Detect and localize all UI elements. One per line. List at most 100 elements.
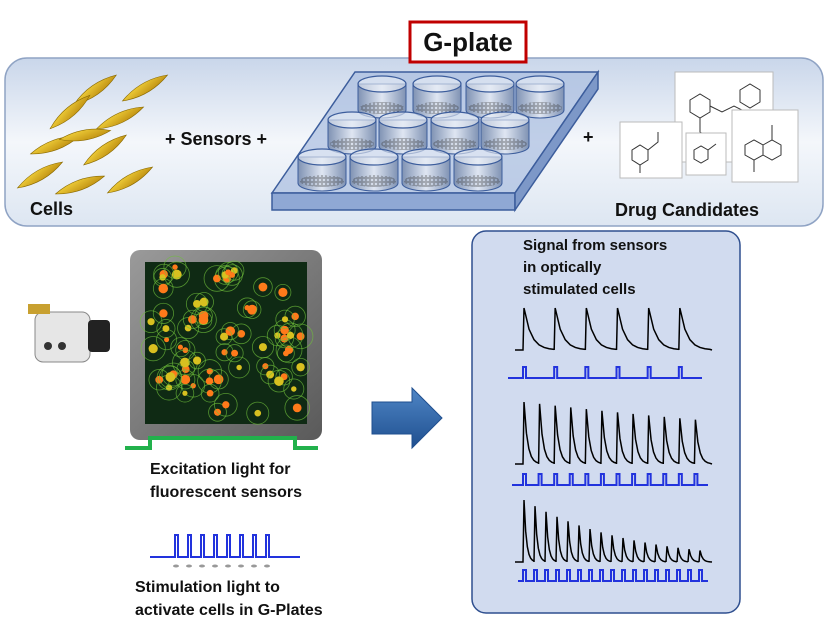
- cell-outline: [215, 328, 233, 346]
- pulse-shadow: [225, 564, 231, 568]
- cell-outline: [221, 264, 243, 286]
- well-mesh: [468, 102, 512, 114]
- cell-outline: [246, 401, 270, 425]
- signal-text: in optically: [523, 259, 602, 276]
- pulse-shadow: [251, 564, 257, 568]
- cell-outline: [156, 319, 176, 339]
- drug-label: Drug Candidates: [615, 200, 759, 220]
- stimulation-waveform: [150, 534, 300, 558]
- cell-outline: [275, 368, 293, 386]
- cell-outline: [203, 265, 231, 292]
- cell-nucleus: [180, 357, 190, 368]
- well-mesh: [381, 138, 425, 150]
- cell-nucleus: [244, 305, 250, 311]
- cells-illustration: [16, 74, 169, 195]
- structure: [631, 132, 659, 173]
- pulse-shadow: [173, 564, 179, 568]
- cell-outline: [200, 383, 220, 403]
- cell-nucleus: [182, 390, 188, 396]
- cell-nucleus: [159, 309, 168, 318]
- pulse-shadow: [212, 564, 218, 568]
- cell-nucleus: [281, 316, 289, 323]
- cell: [83, 134, 127, 166]
- wells: [297, 75, 565, 192]
- cell-outline: [139, 310, 163, 334]
- signal-panel: [471, 230, 741, 614]
- signal-trace: [515, 499, 713, 563]
- cell-outline: [188, 351, 206, 370]
- well-rim: [453, 148, 503, 166]
- signal-text: stimulated cells: [523, 281, 636, 298]
- cell-nucleus: [274, 376, 284, 386]
- cell-outline: [253, 277, 273, 297]
- cell-outline: [152, 278, 174, 299]
- cell-nucleus: [237, 329, 246, 338]
- cell-nucleus: [177, 344, 183, 350]
- cell: [106, 166, 154, 194]
- cell-nucleus: [206, 389, 214, 397]
- cell-nucleus: [258, 343, 267, 352]
- well-mesh: [415, 102, 459, 114]
- well-rim: [378, 111, 428, 129]
- cell-nucleus: [222, 401, 230, 409]
- drug-structures: [619, 71, 799, 183]
- camera-lens: [88, 320, 110, 352]
- cell-nucleus: [164, 337, 170, 343]
- cell-outline: [170, 337, 191, 358]
- cell-nucleus: [193, 356, 202, 365]
- cell-nucleus: [291, 386, 297, 392]
- cell-nucleus: [199, 297, 209, 307]
- cell-outline: [283, 378, 305, 400]
- cell-nucleus: [159, 274, 166, 281]
- camera: [28, 304, 110, 363]
- cell-nucleus: [278, 287, 288, 298]
- cell-outline: [275, 309, 295, 330]
- cell-outline: [208, 402, 227, 422]
- cell-nucleus: [190, 383, 196, 389]
- excitation-text: fluorescent sensors: [150, 484, 302, 501]
- title: G-plate: [423, 27, 513, 57]
- signal-trace: [515, 307, 713, 351]
- camera-port: [58, 342, 66, 350]
- structure: [693, 143, 717, 164]
- excitation-text: Excitation light for: [150, 461, 290, 478]
- well-rim: [327, 111, 377, 129]
- plus-label: +: [583, 127, 594, 147]
- stimulation-text: Stimulation light to: [135, 579, 280, 596]
- well-rim: [412, 75, 462, 93]
- cell-nucleus: [229, 272, 236, 278]
- cell-outline: [221, 322, 240, 341]
- cell-nucleus: [172, 264, 178, 270]
- cell-nucleus: [254, 409, 262, 417]
- cell-outline: [291, 357, 310, 377]
- camera-port: [44, 342, 52, 350]
- cells-label: Cells: [30, 199, 73, 219]
- cell: [95, 106, 145, 130]
- well-mesh: [483, 138, 527, 150]
- structure: [744, 125, 782, 172]
- structure-card: [731, 109, 799, 183]
- cell-outline: [242, 300, 262, 319]
- cell-nucleus: [283, 350, 289, 357]
- cell-outline: [236, 297, 258, 318]
- cell-nucleus: [158, 283, 169, 294]
- well-rim: [297, 148, 347, 166]
- cell: [121, 74, 169, 102]
- signal-trace: [515, 401, 713, 465]
- cell-nucleus: [231, 349, 239, 357]
- cell-outline: [274, 283, 292, 301]
- well-mesh: [360, 102, 404, 114]
- structure-card: [685, 132, 727, 176]
- cell-outline: [177, 317, 200, 340]
- cell-outline: [277, 322, 304, 349]
- arrow: [371, 386, 443, 450]
- cell-nucleus: [148, 344, 158, 354]
- cell-outline: [251, 336, 274, 359]
- cell: [58, 128, 112, 142]
- cell-outline: [140, 336, 166, 362]
- cell-outline: [228, 356, 250, 379]
- cell-nucleus: [292, 403, 302, 413]
- well-mesh: [404, 175, 448, 187]
- well-rim: [401, 148, 451, 166]
